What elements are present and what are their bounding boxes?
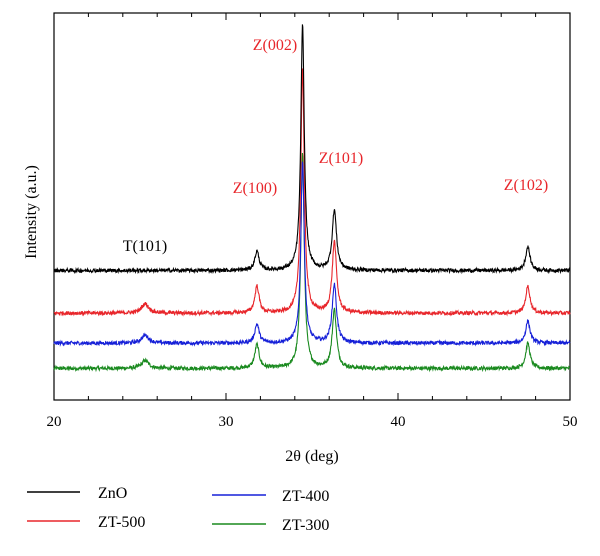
series-line-zno xyxy=(53,24,571,275)
legend-label-zt500: ZT-500 xyxy=(98,514,145,531)
series-line-zt-400 xyxy=(53,161,571,347)
annotation-z002: Z(002) xyxy=(253,37,297,54)
x-tick-label: 30 xyxy=(219,414,234,430)
x-tick-label: 20 xyxy=(47,414,62,430)
x-tick-label: 50 xyxy=(563,414,578,430)
x-axis-label: 2θ (deg) xyxy=(285,448,338,465)
legend: ZnO ZT-500 ZT-400 ZT-300 xyxy=(27,485,329,534)
annotation-z101: Z(101) xyxy=(319,150,363,167)
x-tick-label: 40 xyxy=(391,414,406,430)
annotation-t101: T(101) xyxy=(123,238,167,255)
series-line-zt-500 xyxy=(53,68,571,317)
annotation-z102: Z(102) xyxy=(504,177,548,194)
annotation-z100: Z(100) xyxy=(233,180,277,197)
series-layer xyxy=(53,24,571,373)
plot-frame xyxy=(53,12,571,401)
legend-label-zt300: ZT-300 xyxy=(282,517,329,534)
legend-label-zno: ZnO xyxy=(98,485,127,502)
ticks-layer xyxy=(53,13,571,400)
series-line-zt-300 xyxy=(53,152,571,373)
y-axis-label: Intensity (a.u.) xyxy=(23,165,40,259)
legend-label-zt400: ZT-400 xyxy=(282,488,329,505)
